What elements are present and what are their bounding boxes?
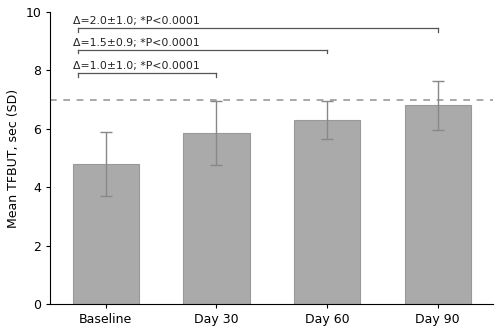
Y-axis label: Mean TFBUT, sec (SD): Mean TFBUT, sec (SD)	[7, 89, 20, 227]
Bar	[183, 133, 250, 304]
Bar	[72, 164, 139, 304]
Bar	[294, 120, 360, 304]
Text: Δ=1.0±1.0; *P<0.0001: Δ=1.0±1.0; *P<0.0001	[72, 61, 200, 71]
Text: Δ=2.0±1.0; *P<0.0001: Δ=2.0±1.0; *P<0.0001	[72, 16, 200, 26]
Text: Δ=1.5±0.9; *P<0.0001: Δ=1.5±0.9; *P<0.0001	[72, 38, 199, 48]
Bar	[404, 106, 471, 304]
